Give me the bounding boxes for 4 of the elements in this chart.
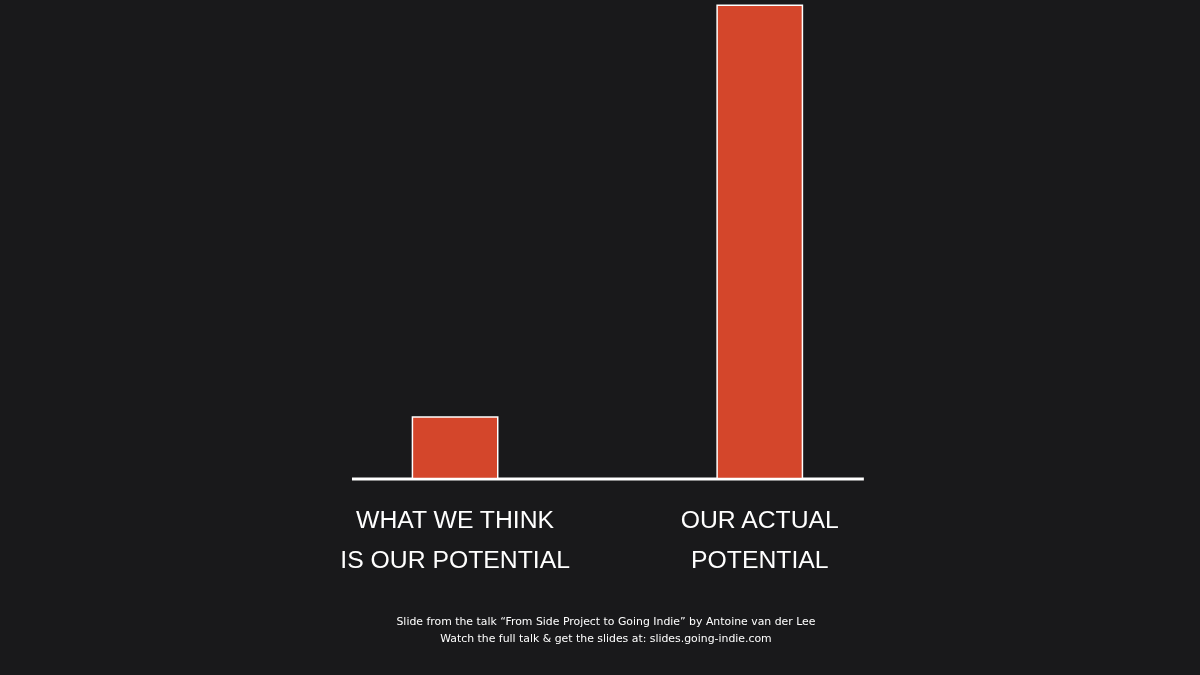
x-tick-label: WHAT WE THINK IS OUR POTENTIAL [340,505,570,573]
x-tick-label: OUR ACTUAL POTENTIAL [680,505,839,573]
text: Watch the full talk & get the slides at: slides.going-indie.com [440,631,772,645]
text: Slide from the talk “From Side Project to Going Indie” by Antoine van der Lee [396,614,816,628]
